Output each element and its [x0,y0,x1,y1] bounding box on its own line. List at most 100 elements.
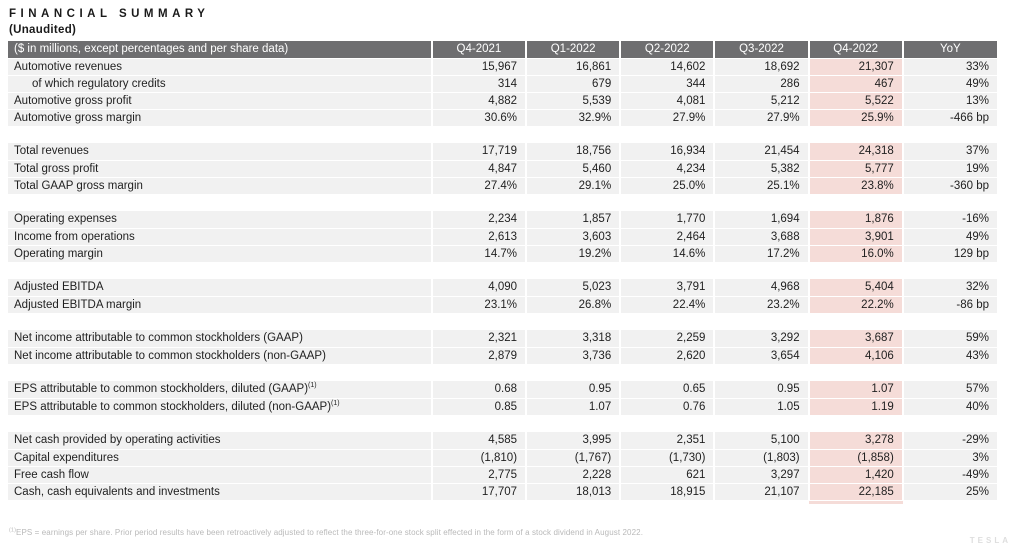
section-spacer [8,262,997,279]
table-cell: 30.6% [430,109,527,127]
table-cell: 5,539 [525,92,621,110]
table-cell: -360 bp [901,177,997,195]
page-subtitle: (Unaudited) [9,24,77,36]
page-title: FINANCIAL SUMMARY [9,8,210,20]
table-cell: 2,351 [619,432,715,450]
tail-cell [620,500,715,504]
table-cell: 27.9% [713,109,809,127]
table-cell: 14.7% [430,245,527,263]
table-cell: 1,770 [619,211,715,229]
table-cell: (1,730) [619,449,715,467]
table-cell: 18,692 [713,58,809,76]
table-cell: 467 [807,75,903,93]
table-cell: 37% [901,143,997,161]
footnote-ref: (1) [331,399,340,407]
table-cell: 3,688 [713,228,809,246]
table-row: EPS attributable to common stockholders,… [8,398,997,416]
table-row: Adjusted EBITDA 4,090 5,023 3,791 4,968 5,404… [8,279,997,297]
table-cell: 3,603 [525,228,621,246]
tail-cell [8,500,432,504]
table-cell: 4,090 [430,279,527,297]
table-cell: 129 bp [901,245,997,263]
column-header-q4-2022: Q4-2022 [807,41,903,59]
column-header-q3-2022: Q3-2022 [713,41,809,59]
section-spacer-cell [8,126,997,143]
table-cell: 4,847 [430,160,527,178]
column-header-q4-2021: Q4-2021 [430,41,527,59]
table-cell: 2,775 [430,466,527,484]
table-cell: -16% [901,211,997,229]
table-header-row: ($ in millions, except percentages and p… [8,41,997,59]
table-cell: 21,107 [713,483,809,501]
table-cell: 16,861 [525,58,621,76]
table-cell: 59% [901,330,997,348]
row-label: EPS attributable to common stockholders,… [8,398,432,416]
table-cell: 1,857 [525,211,621,229]
footnote-text: EPS = earnings per share. Prior period r… [16,528,644,537]
table-cell: 5,404 [807,279,903,297]
row-label: Adjusted EBITDA margin [8,296,432,314]
table-cell: 2,879 [430,347,527,365]
footnote-sup: (1) [9,527,17,534]
table-cell: 4,081 [619,92,715,110]
row-label: Net income attributable to common stockh… [8,347,432,365]
table-row: Operating margin 14.7% 19.2% 14.6% 17.2% 16.0… [8,245,997,263]
table-cell: 27.9% [619,109,715,127]
table-cell: 43% [901,347,997,365]
table-cell: 21,307 [807,58,903,76]
column-header-q1-2022: Q1-2022 [525,41,621,59]
table-cell: 3% [901,449,997,467]
table-cell: 3,687 [807,330,903,348]
table-cell: 1,876 [807,211,903,229]
table-cell: 0.85 [430,398,527,416]
table-cell: 16,934 [619,143,715,161]
row-label: Adjusted EBITDA [8,279,432,297]
row-label: Total gross profit [8,160,432,178]
table-row: Cash, cash equivalents and investments 17… [8,483,997,501]
row-label: Capital expenditures [8,449,432,467]
section-spacer [8,194,997,211]
table-cell: 0.95 [525,381,621,399]
section-spacer [8,313,997,330]
table-row: Adjusted EBITDA margin 23.1% 26.8% 22.4% 23.… [8,296,997,314]
table-cell: 2,620 [619,347,715,365]
table-cell: 18,756 [525,143,621,161]
row-label: Automotive revenues [8,58,432,76]
table-cell: 3,654 [713,347,809,365]
table-row: Net income attributable to common stockh… [8,330,997,348]
footnote-ref: (1) [308,382,317,390]
tail-cell [808,500,903,504]
highlight-column-tail [8,500,997,504]
row-label: Net income attributable to common stockh… [8,330,432,348]
table-cell: 17,707 [430,483,527,501]
table-cell: 14.6% [619,245,715,263]
table-cell: 14,602 [619,58,715,76]
table-cell: 1.19 [807,398,903,416]
table-cell: 25% [901,483,997,501]
section-spacer [8,415,997,432]
table-cell: 17,719 [430,143,527,161]
table-cell: 1.07 [525,398,621,416]
table-cell: (1,803) [713,449,809,467]
table-cell: 18,013 [525,483,621,501]
table-cell: 25.0% [619,177,715,195]
row-label: of which regulatory credits [8,75,432,93]
table-row: Total GAAP gross margin 27.4% 29.1% 25.0% 25… [8,177,997,195]
table-cell: 27.4% [430,177,527,195]
row-label: Automotive gross profit [8,92,432,110]
table-cell: 5,522 [807,92,903,110]
row-label: EPS attributable to common stockholders,… [8,381,432,399]
table-row: Automotive revenues 15,967 16,861 14,602 18,… [8,58,997,76]
table-cell: 4,234 [619,160,715,178]
table-row: Income from operations 2,613 3,603 2,464 3,6… [8,228,997,246]
table-row: Free cash flow 2,775 2,228 621 3,297 1,420 -49… [8,466,997,484]
section-spacer-cell [8,364,997,381]
table-cell: (1,767) [525,449,621,467]
table-cell: 16.0% [807,245,903,263]
table-cell: 2,613 [430,228,527,246]
table-cell: 679 [525,75,621,93]
table-cell: 49% [901,228,997,246]
row-label: Total revenues [8,143,432,161]
table-cell: 1.05 [713,398,809,416]
